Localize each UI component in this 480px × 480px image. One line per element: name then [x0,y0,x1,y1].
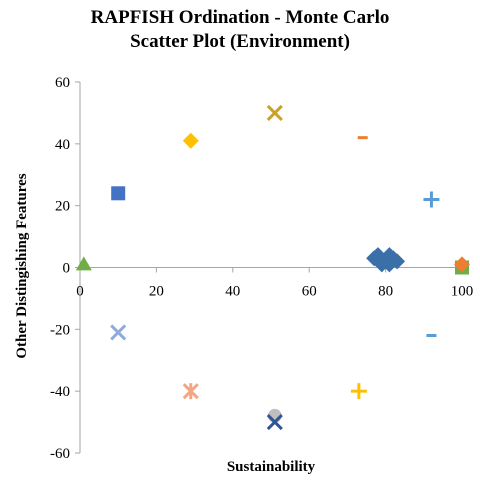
data-point-square [111,186,126,201]
y-tick-label: -40 [50,384,70,400]
data-point-diamond [366,250,383,267]
x-tick-label: 60 [302,284,317,300]
data-point-triangle [75,256,92,271]
y-tick-label: -60 [50,446,70,462]
x-tick-label: 100 [451,284,474,300]
data-point-x [266,414,283,431]
data-points [75,104,470,431]
data-point-plus [350,383,367,400]
y-tick-label: 20 [55,199,70,215]
y-tick-label: 60 [55,75,70,91]
x-tick-label: 80 [378,284,393,300]
data-point-x [266,104,283,121]
chart-title: RAPFISH Ordination - Monte Carlo Scatter… [0,6,480,54]
data-point-x [110,324,127,341]
y-tick-label: 0 [63,261,71,277]
tick-labels: -60 -40 -20 0 20 40 60 0 20 40 60 80 100 [50,75,473,462]
data-point-diamond [381,247,398,264]
data-point-star [182,383,199,400]
axes [75,81,463,454]
y-axis-title: Other Distingishing Features [14,173,30,358]
chart-title-line-2: Scatter Plot (Environment) [130,31,350,52]
data-point-diamond [182,132,199,149]
data-point-plus [423,191,440,208]
x-tick-label: 20 [149,284,164,300]
y-tick-label: -20 [50,322,70,338]
x-tick-label: 0 [76,284,84,300]
y-tick-label: 40 [55,137,70,153]
x-axis-title: Sustainability [227,459,316,475]
chart-title-line-1: RAPFISH Ordination - Monte Carlo [90,7,390,28]
data-point-diamond [454,256,470,273]
x-tick-label: 40 [225,284,240,300]
